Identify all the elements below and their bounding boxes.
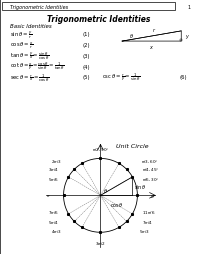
Text: Basic Identities: Basic Identities	[10, 24, 52, 29]
Text: $2\pi/3$: $2\pi/3$	[51, 157, 62, 164]
Text: (2): (2)	[83, 43, 90, 48]
Text: $\csc\theta = \frac{r}{y} = \frac{1}{\sin\theta}$: $\csc\theta = \frac{r}{y} = \frac{1}{\si…	[102, 71, 141, 84]
Text: $\tan\theta = \frac{y}{x} = \frac{\sin\theta}{\cos\theta}$: $\tan\theta = \frac{y}{x} = \frac{\sin\t…	[10, 50, 49, 62]
Text: $\sin\theta$: $\sin\theta$	[134, 182, 147, 190]
Text: $\cos\theta$: $\cos\theta$	[110, 200, 123, 208]
Text: $7\pi/4$: $7\pi/4$	[142, 219, 153, 226]
Text: (3): (3)	[83, 54, 90, 59]
Text: (1): (1)	[83, 32, 90, 37]
Text: Trigonometric Identities: Trigonometric Identities	[10, 5, 68, 10]
Text: $\theta$: $\theta$	[129, 32, 134, 40]
Text: $y$: $y$	[185, 33, 190, 41]
Text: $\theta$: $\theta$	[103, 186, 108, 194]
Text: $\cot\theta = \frac{x}{y} = \frac{\cos\theta}{\sin\theta} = \frac{1}{\tan\theta}: $\cot\theta = \frac{x}{y} = \frac{\cos\t…	[10, 61, 65, 73]
Text: $r$: $r$	[151, 26, 156, 34]
Text: $\pi/3, 60°$: $\pi/3, 60°$	[141, 157, 159, 164]
Text: $\cos\theta = \frac{x}{r}$: $\cos\theta = \frac{x}{r}$	[10, 40, 33, 51]
Text: $0$: $0$	[150, 192, 155, 199]
Text: $4\pi/3$: $4\pi/3$	[51, 227, 62, 234]
Text: $3\pi/4$: $3\pi/4$	[48, 166, 59, 172]
FancyBboxPatch shape	[2, 3, 175, 11]
Text: Unit Circle: Unit Circle	[116, 144, 148, 148]
Text: 1: 1	[188, 5, 191, 10]
Text: $5\pi/3$: $5\pi/3$	[139, 227, 150, 234]
Text: (4): (4)	[83, 64, 90, 69]
Text: $\pi/4, 45°$: $\pi/4, 45°$	[142, 166, 159, 172]
Text: $\sin\theta = \frac{y}{r}$: $\sin\theta = \frac{y}{r}$	[10, 29, 32, 40]
Text: $5\pi/6$: $5\pi/6$	[48, 176, 59, 183]
Text: (6): (6)	[179, 75, 187, 80]
Text: $5\pi/4$: $5\pi/4$	[48, 219, 59, 226]
Bar	[180, 40, 182, 42]
Text: $x$: $x$	[149, 44, 154, 51]
Text: $\pi$: $\pi$	[46, 193, 51, 199]
Text: $7\pi/6$: $7\pi/6$	[48, 209, 59, 216]
Text: $3\pi/2$: $3\pi/2$	[95, 239, 106, 246]
Text: $\sec\theta = \frac{r}{x} = \frac{1}{\cos\theta}$: $\sec\theta = \frac{r}{x} = \frac{1}{\co…	[10, 72, 49, 83]
Text: Trigonometric Identities: Trigonometric Identities	[47, 14, 150, 24]
Text: $\pi/6, 30°$: $\pi/6, 30°$	[142, 176, 159, 183]
Text: (5): (5)	[83, 75, 90, 80]
Text: $11\pi/6$: $11\pi/6$	[142, 209, 155, 216]
Text: $\pi/2, 90°$: $\pi/2, 90°$	[92, 145, 109, 152]
